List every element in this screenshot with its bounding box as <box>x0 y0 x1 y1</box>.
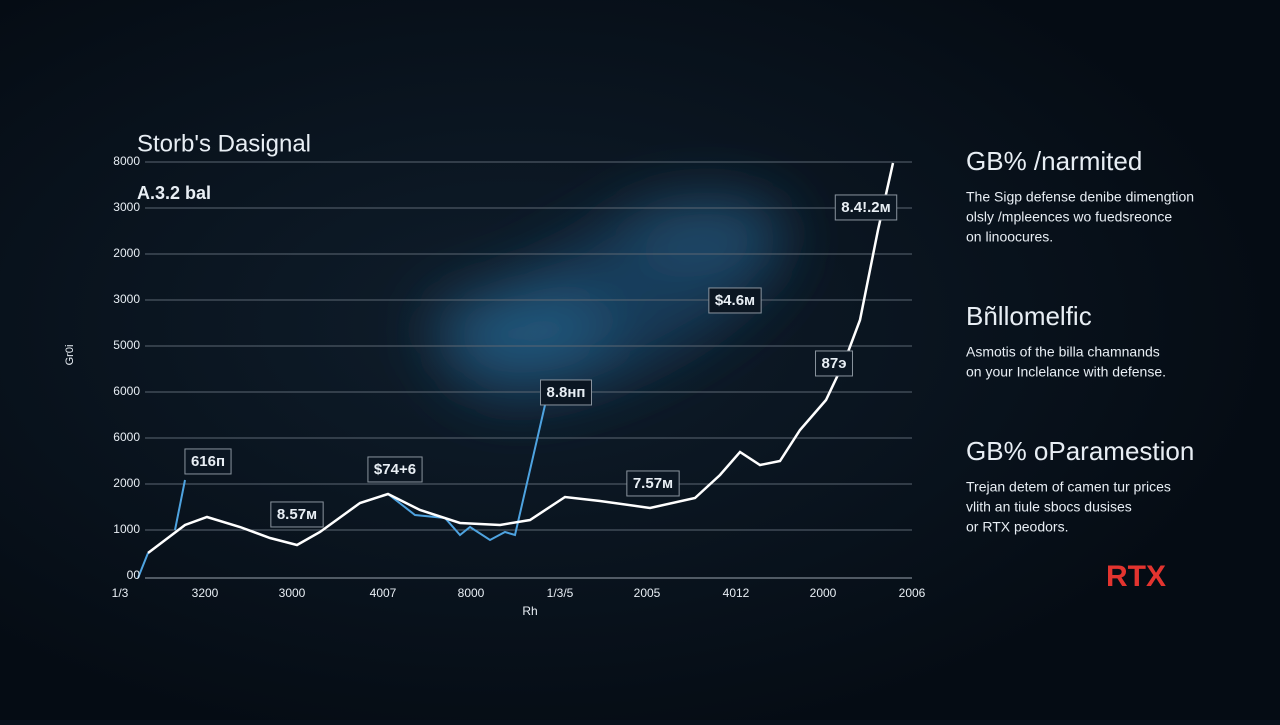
y-tick-label: 8000 <box>113 154 140 168</box>
x-tick-label: 8000 <box>458 586 485 600</box>
chart-subtitle: A.3.2 bal <box>137 183 211 203</box>
white-line <box>147 162 895 554</box>
section-text: on your Inclelance with defense. <box>966 364 1166 380</box>
section-text: vlith an tiule sbocs dusises <box>966 499 1132 515</box>
blue-line <box>137 552 149 579</box>
annotation: $4.6м <box>715 292 755 309</box>
annotation: 87э <box>822 355 847 372</box>
y-tick-label: 2000 <box>113 246 140 260</box>
y-tick-label: 6000 <box>113 430 140 444</box>
section-heading: GB% /narmited <box>966 146 1142 176</box>
chart-title: Storb's Dasignal <box>137 130 311 157</box>
x-tick-label: 3000 <box>279 586 306 600</box>
x-tick-label: 3200 <box>192 586 219 600</box>
y-tick-label: 5000 <box>113 338 140 352</box>
annotation: 8.8нп <box>547 384 586 401</box>
x-axis-label: Rh <box>522 604 537 618</box>
annotation: 8.57м <box>277 506 317 523</box>
x-tick-label: 1/3/5 <box>547 586 574 600</box>
annotation: $74+6 <box>374 461 416 478</box>
annotation-box <box>540 379 592 406</box>
section-heading: Bñllomelfic <box>966 301 1092 331</box>
section-text: The Sigp defense denibe dimengtion <box>966 189 1194 205</box>
section-heading: GB% oParamestion <box>966 436 1194 466</box>
x-tick-label: 1/3 <box>112 586 129 600</box>
section-text: olsly /mpleences wo fuedsreonce <box>966 209 1172 225</box>
annotation: 7.57м <box>633 475 673 492</box>
y-tick-label: 2000 <box>113 476 140 490</box>
y-tick-label: 3000 <box>113 292 140 306</box>
section-text: on linoocures. <box>966 229 1053 245</box>
annotation-box <box>270 501 324 528</box>
annotation-box <box>815 350 853 377</box>
y-tick-label: 1000 <box>113 522 140 536</box>
blue-line <box>174 479 186 531</box>
annotation-box <box>626 470 680 497</box>
annotation-box <box>184 448 232 475</box>
badge: RTX <box>1106 560 1166 593</box>
annotation-box <box>708 287 762 314</box>
x-tick-label: 4007 <box>370 586 397 600</box>
blue-line <box>387 404 546 542</box>
section-text: Asmotis of the billa chamnands <box>966 344 1160 360</box>
y-axis-label: Gr0i <box>64 345 76 366</box>
x-tick-label: 2000 <box>810 586 837 600</box>
x-tick-label: 2005 <box>634 586 661 600</box>
y-tick-label: 6000 <box>113 384 140 398</box>
annotation: 8.4!.2м <box>841 199 890 216</box>
side-panel: GB% /narmited The Sigp defense denibe dim… <box>966 146 1194 535</box>
section-text: Trejan detem of camen tur prices <box>966 479 1171 495</box>
annotation-box <box>367 456 423 483</box>
annotation-box <box>834 194 898 221</box>
annotation: 616п <box>191 453 225 470</box>
x-tick-label: 2006 <box>899 586 926 600</box>
section-text: or RTX peodors. <box>966 519 1068 535</box>
y-tick-label: 3000 <box>113 200 140 214</box>
y-tick-label: 00 <box>127 568 141 582</box>
x-tick-label: 4012 <box>723 586 750 600</box>
grid <box>145 161 912 531</box>
